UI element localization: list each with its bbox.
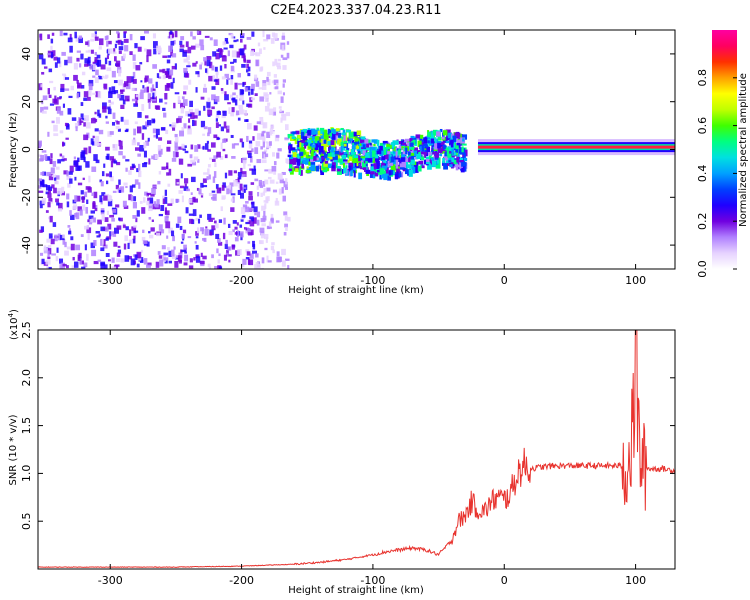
x-tick: 100	[625, 330, 646, 587]
colorbar-ticks: 0.0 0.2 0.4 0.6 0.8	[696, 69, 737, 278]
colorbar-tick-label: 0.2	[696, 212, 709, 230]
x-tick-label: -300	[98, 274, 123, 287]
x-tick-label: 0	[501, 574, 508, 587]
snr-frame	[37, 329, 676, 570]
carrier-line	[477, 139, 675, 156]
y-tick-label: 2.5	[20, 321, 33, 339]
colorbar-tick-label: 0.6	[696, 117, 709, 135]
x-tick: -100	[360, 30, 385, 287]
x-tick-label: -100	[360, 274, 385, 287]
y-tick-label: -20	[20, 188, 33, 206]
x-tick: -200	[229, 330, 254, 587]
heatmap-region-2	[287, 127, 365, 180]
spectrogram-heatmap	[38, 30, 675, 269]
spectrogram-y-ticks: -40 -20 0 20 40	[20, 47, 675, 254]
snr-series-line	[38, 330, 675, 569]
snr-y-axis-label: SNR (10 * v/v)	[8, 414, 19, 485]
spectrogram-x-ticks: -300 -200 -100 0 100	[98, 30, 646, 287]
colorbar-tick-label: 0.8	[696, 69, 709, 87]
y-tick: -40	[20, 236, 675, 254]
x-tick-label: -100	[360, 574, 385, 587]
y-tick-label: 40	[20, 47, 33, 61]
x-tick: -300	[98, 330, 123, 587]
snr-line	[38, 330, 675, 569]
y-tick: 20	[20, 95, 675, 109]
colorbar-tick: 0.2	[696, 212, 737, 230]
x-tick-label: 0	[501, 274, 508, 287]
colorbar-tick-label: 0.4	[696, 165, 709, 183]
colorbar-tick: 0.0	[696, 260, 737, 278]
heatmap-region-1	[255, 30, 291, 269]
y-tick: 2.5	[20, 321, 675, 339]
x-tick: -300	[98, 30, 123, 287]
snr-x-ticks: -300 -200 -100 0 100	[98, 330, 646, 587]
y-tick: 0	[20, 146, 675, 153]
y-tick: 1.5	[20, 417, 675, 435]
colorbar-label: Normalized spectral amplitude	[738, 73, 749, 227]
x-tick: 100	[625, 30, 646, 287]
colorbar-tick: 0.8	[696, 69, 737, 87]
heatmap-region-0	[38, 30, 259, 269]
x-tick: 0	[501, 330, 508, 587]
y-tick: 1.0	[20, 465, 675, 483]
y-tick: 40	[20, 47, 675, 61]
y-tick-label: 0.5	[20, 512, 33, 530]
x-tick: -200	[229, 30, 254, 287]
colorbar-gradient	[712, 30, 737, 269]
y-tick: 2.0	[20, 369, 675, 387]
spectrogram-x-axis-label: Height of straight line (km)	[288, 285, 424, 296]
colorbar: 0.0 0.2 0.4 0.6 0.8 Normalized spectral ampl…	[696, 30, 749, 278]
x-tick-label: -200	[229, 574, 254, 587]
colorbar-tick: 0.6	[696, 117, 737, 135]
x-tick-label: 100	[625, 574, 646, 587]
y-tick-label: 1.0	[20, 465, 33, 483]
colorbar-tick-label: 0.0	[696, 260, 709, 278]
x-tick-label: -300	[98, 574, 123, 587]
heatmap-region-3	[359, 128, 468, 181]
spectrogram-y-axis-label: Frequency (Hz)	[8, 112, 19, 188]
y-tick: 0.5	[20, 512, 675, 530]
snr-y-multiplier: (x104)	[7, 309, 20, 340]
y-tick-label: -40	[20, 236, 33, 254]
snr-y-ticks: 0.5 1.0 1.5 2.0 2.5	[20, 321, 675, 530]
x-tick: -100	[360, 330, 385, 587]
snr-panel: -300 -200 -100 0 100 0.5 1.0 1.5 2.0 2.5 Height …	[7, 309, 676, 596]
x-tick-label: 100	[625, 274, 646, 287]
y-tick-label: 20	[20, 95, 33, 109]
x-tick: 0	[501, 30, 508, 287]
snr-x-axis-label: Height of straight line (km)	[288, 585, 424, 596]
y-tick-label: 0	[20, 146, 33, 153]
y-tick-label: 2.0	[20, 369, 33, 387]
colorbar-tick: 0.4	[696, 165, 737, 183]
chart-title: C2E4.2023.337.04.23.R11	[270, 3, 441, 18]
y-tick-label: 1.5	[20, 417, 33, 435]
y-tick: -20	[20, 188, 675, 206]
x-tick-label: -200	[229, 274, 254, 287]
